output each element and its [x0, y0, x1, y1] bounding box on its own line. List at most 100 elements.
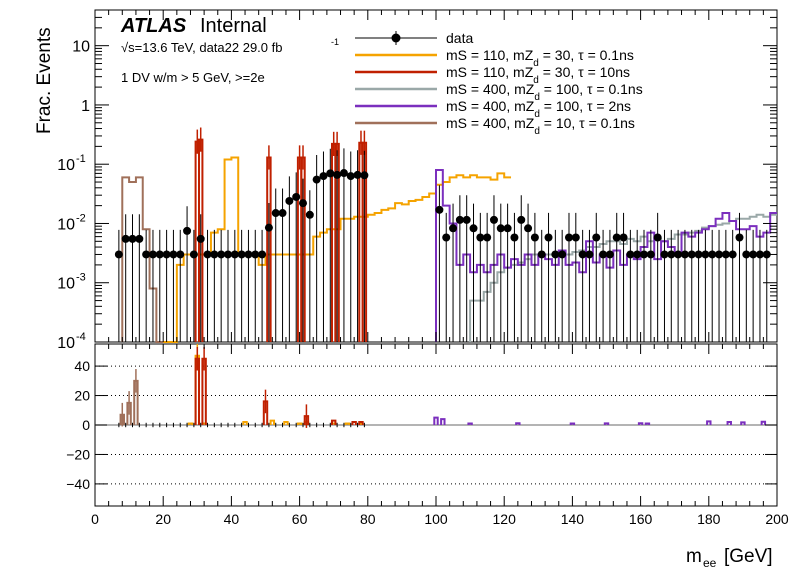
ratio-purple-spike	[706, 420, 712, 425]
x-tick-label: 120	[493, 511, 517, 527]
data-point	[285, 196, 294, 205]
data-point	[626, 250, 635, 259]
x-axis-title-unit: [GeV]	[724, 546, 773, 567]
data-point	[251, 250, 260, 259]
atlas-label: ATLAS	[120, 15, 187, 37]
data-point	[278, 209, 287, 218]
y-tick-label: 10	[57, 216, 75, 233]
data-point	[530, 233, 539, 242]
data-point	[721, 250, 730, 259]
ratio-orange-spike	[296, 422, 303, 425]
data-point	[510, 233, 519, 242]
selection-label: 1 DV w/m > 5 GeV, >=2e	[121, 70, 265, 85]
data-point	[571, 233, 580, 242]
data-point	[640, 250, 649, 259]
data-point	[667, 250, 676, 259]
ratio-orange-spike	[269, 419, 276, 425]
data-point	[237, 250, 246, 259]
data-point	[121, 234, 130, 243]
y-tick-exponent: -3	[76, 272, 86, 284]
y-tick-label: 10	[57, 157, 75, 174]
ratio-y-tick-label: −20	[66, 446, 90, 462]
ratio-plot-area	[95, 344, 777, 485]
data-point	[360, 171, 369, 180]
data-point	[680, 250, 689, 259]
x-tick-label: 20	[155, 511, 171, 527]
data-point	[148, 250, 157, 259]
data-point	[755, 250, 764, 259]
data-point	[339, 169, 348, 178]
data-point	[169, 250, 178, 259]
data-point	[503, 224, 512, 233]
data-point	[162, 250, 171, 259]
data-point	[292, 192, 301, 201]
ratio-orange-spike	[344, 422, 351, 425]
series-hist-4	[121, 176, 164, 343]
data-point	[735, 233, 744, 242]
ratio-purple-spike	[440, 418, 446, 425]
data-point	[592, 233, 601, 242]
data-point	[346, 172, 355, 181]
x-axis-title-sub: ee	[703, 556, 717, 570]
data-point	[660, 250, 669, 259]
data-point	[326, 169, 335, 178]
data-point	[449, 224, 458, 233]
data-point	[619, 233, 628, 242]
ratio-orange-spike	[283, 421, 289, 425]
data-point	[217, 250, 226, 259]
top-plot-area	[114, 127, 777, 343]
axes: 0 20 40 60 80 100 120 140 160 180 20010110-110-210…	[57, 10, 789, 527]
ratio-red-spike	[330, 419, 337, 425]
data-point	[653, 233, 662, 242]
lumi-superscript: -1	[331, 37, 339, 47]
data-point	[701, 250, 710, 259]
data-point	[244, 250, 253, 259]
data-point	[633, 250, 642, 259]
data-point	[128, 234, 137, 243]
x-tick-label: 140	[561, 511, 585, 527]
data-point	[333, 170, 342, 179]
atlas-status: Internal	[200, 15, 267, 37]
data-point	[435, 205, 444, 214]
data-point	[496, 224, 505, 233]
data-point	[196, 234, 205, 243]
ratio-purple-spike	[603, 422, 610, 425]
ratio-y-tick-label: −40	[66, 476, 90, 492]
ratio-red-spike	[358, 421, 364, 425]
data-point	[305, 210, 314, 219]
data-point	[469, 224, 478, 233]
data-point	[558, 250, 567, 259]
data-point	[264, 223, 273, 232]
data-point	[476, 233, 485, 242]
data-point	[353, 170, 362, 179]
data-point	[183, 226, 192, 235]
data-point	[605, 250, 614, 259]
data-point	[517, 215, 526, 224]
y-tick-label: 10	[57, 335, 75, 352]
x-tick-label: 80	[360, 511, 376, 527]
x-axis-title-main: m	[686, 546, 702, 567]
data-point	[564, 233, 573, 242]
data-point	[135, 234, 144, 243]
data-point	[189, 250, 198, 259]
x-tick-label: 180	[697, 511, 721, 527]
data-point	[203, 250, 212, 259]
ratio-purple-spike	[760, 420, 767, 425]
y-tick-exponent: -4	[76, 331, 86, 343]
data-point	[585, 250, 594, 259]
data-point	[537, 250, 546, 259]
data-point	[674, 250, 683, 259]
energy-lumi-label: √s=13.6 TeV, data22 29.0 fb	[121, 40, 282, 55]
data-point	[462, 215, 471, 224]
data-point	[114, 250, 123, 259]
data-point	[155, 250, 164, 259]
data-point	[728, 250, 737, 259]
y-tick-exponent: -1	[76, 153, 86, 165]
data-point	[708, 250, 717, 259]
data-point	[551, 250, 560, 259]
ratio-orange-spike	[187, 422, 194, 425]
data-point	[715, 250, 724, 259]
x-tick-label: 40	[224, 511, 240, 527]
data-point	[258, 250, 267, 259]
ratio-purple-spike	[569, 422, 576, 425]
